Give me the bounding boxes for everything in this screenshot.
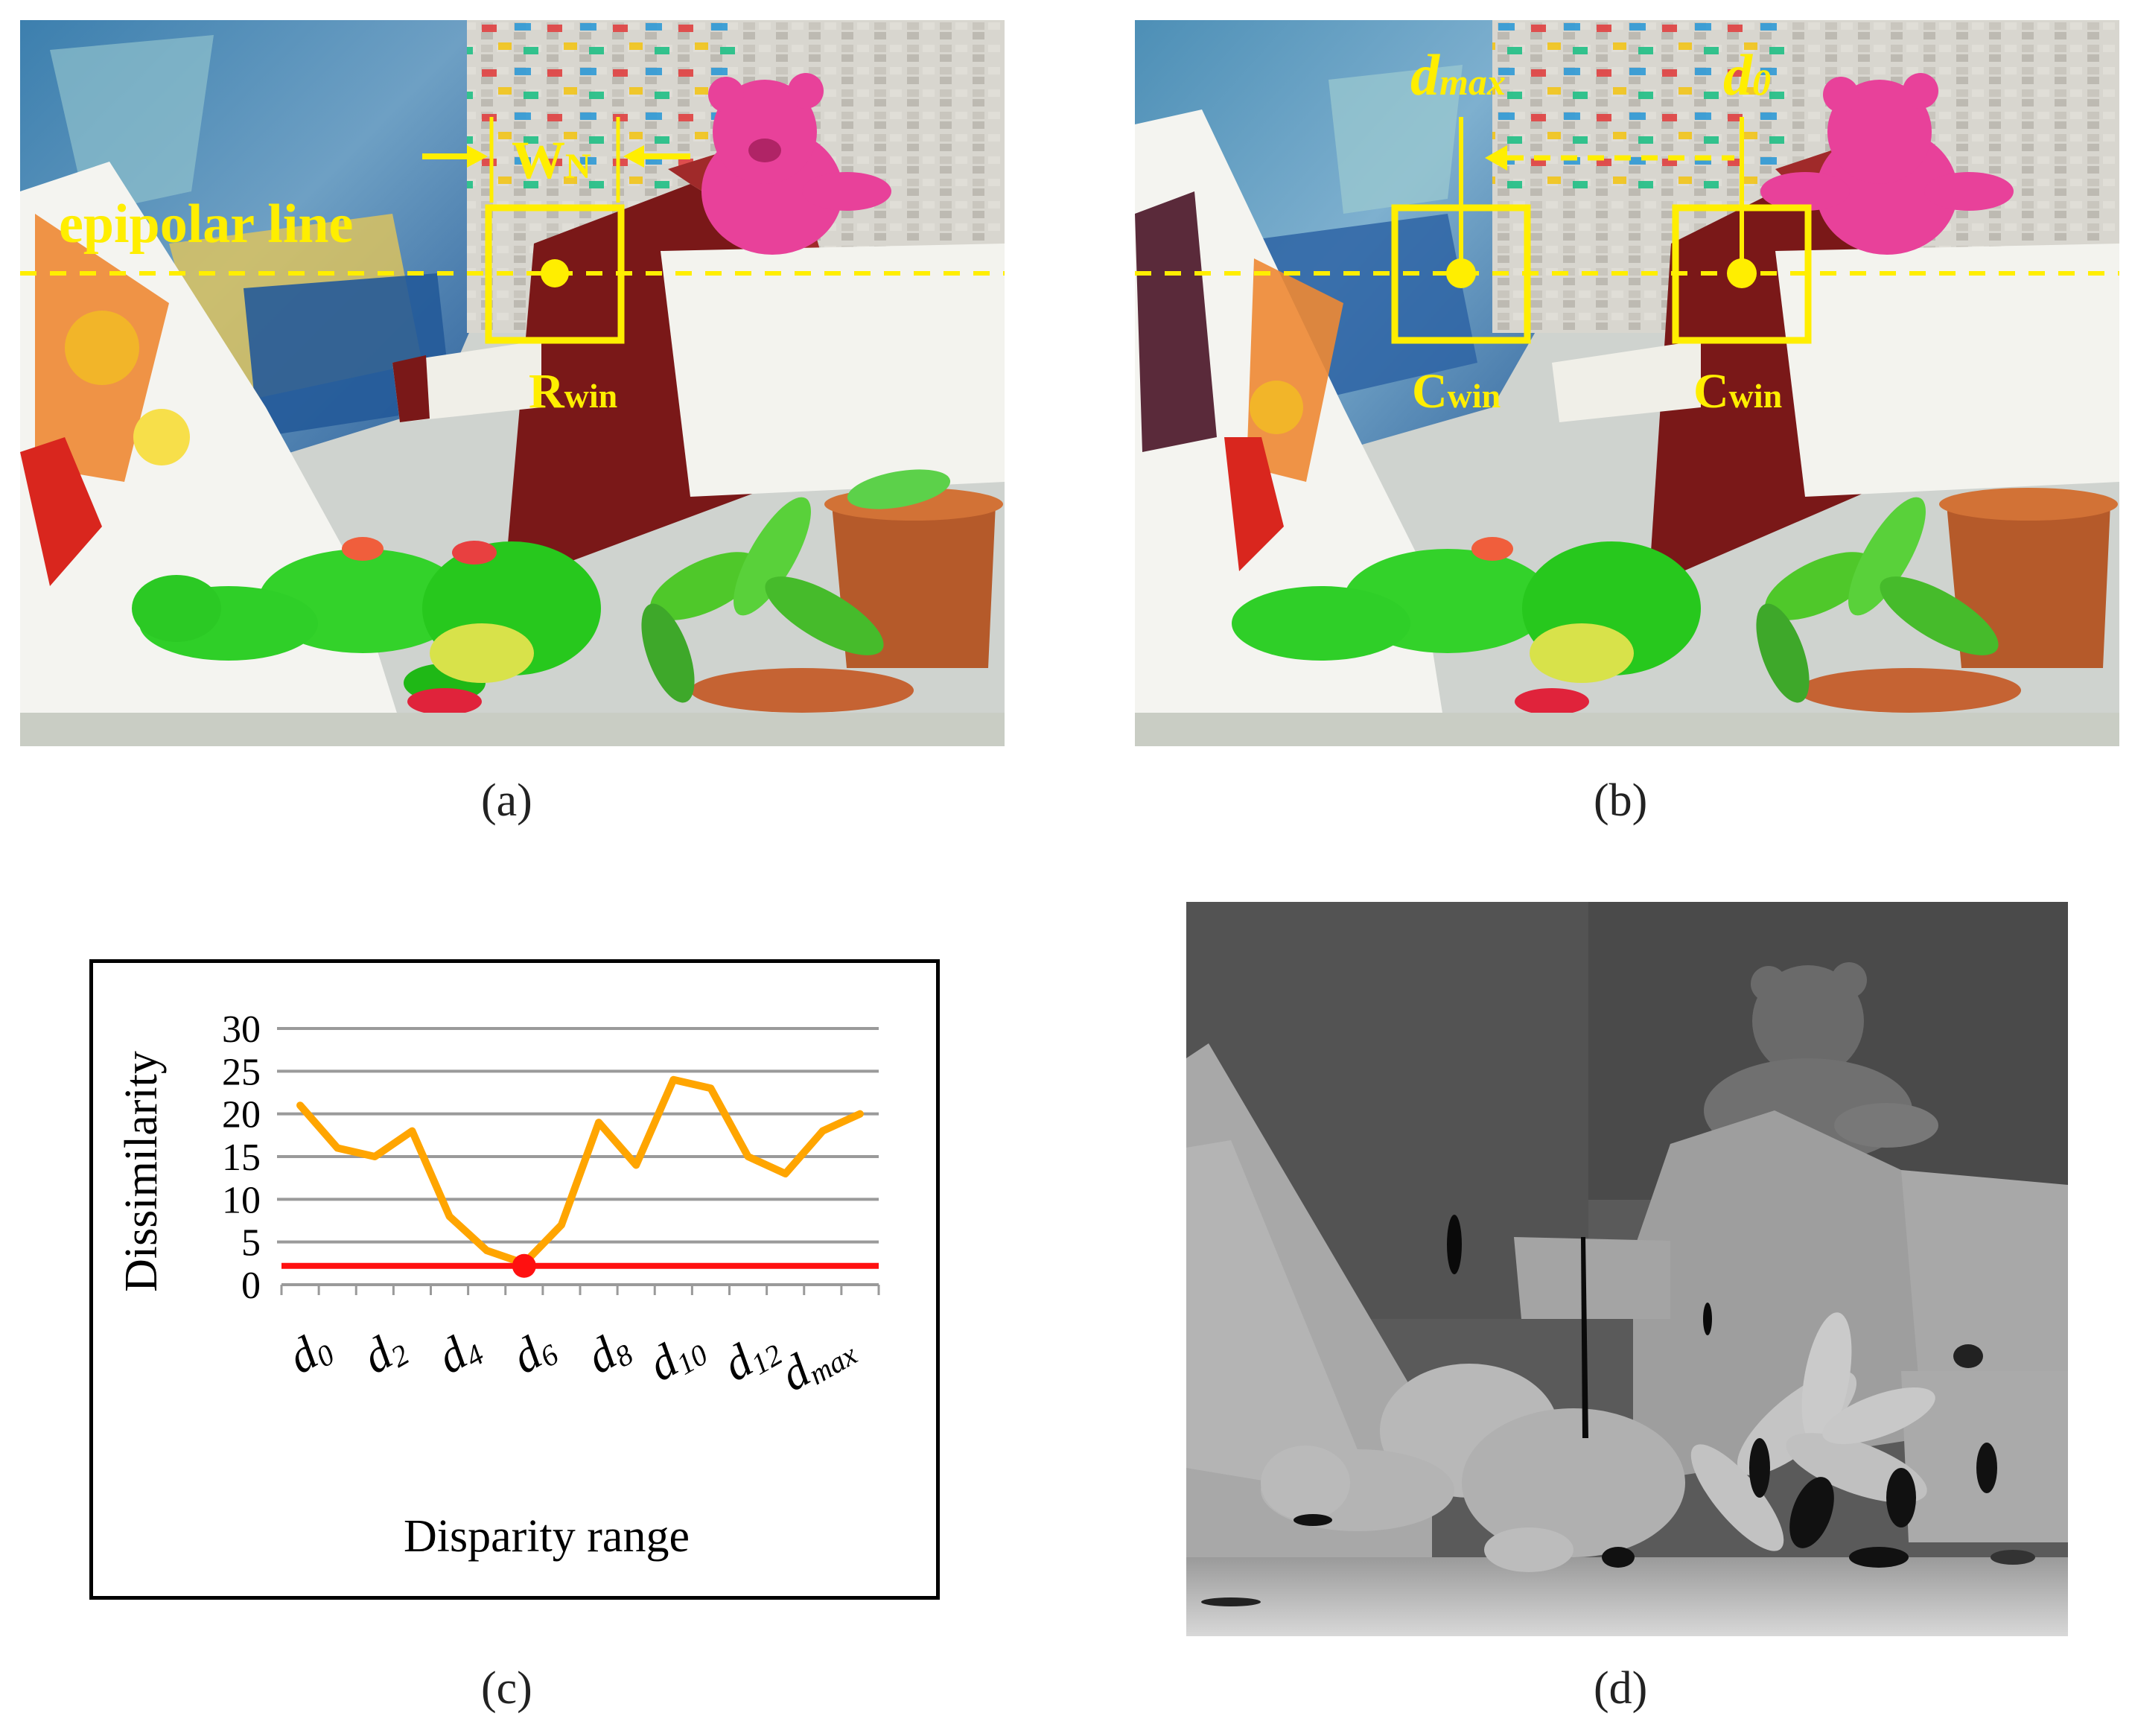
- data-point: [410, 1129, 414, 1133]
- dissimilarity-curve: [296, 1075, 864, 1268]
- chart-series: [296, 1075, 864, 1278]
- data-point: [597, 1121, 601, 1125]
- x-tick-label: d4: [428, 1319, 489, 1386]
- caption-d: (d): [1594, 1663, 1648, 1714]
- y-tick-label: 25: [222, 1051, 261, 1093]
- panel-b-right-image: dmax d0 Cwin Cwin: [1135, 20, 2119, 746]
- data-point: [299, 1104, 302, 1107]
- x-tick-label: dmax: [771, 1319, 863, 1404]
- x-tick-label: d6: [503, 1319, 564, 1386]
- x-tick-label: d8: [578, 1319, 639, 1386]
- y-tick-label: 10: [222, 1179, 261, 1221]
- caption-b: (b): [1594, 775, 1648, 826]
- reference-pixel-dot: [541, 259, 569, 287]
- data-point: [821, 1129, 824, 1133]
- window-width-label: WN: [512, 130, 591, 190]
- data-point: [709, 1087, 713, 1090]
- y-tick-label: 0: [241, 1265, 261, 1307]
- reference-window-label: Rwin: [529, 364, 617, 419]
- data-point: [485, 1249, 489, 1253]
- disparity-map-image: [1186, 902, 2068, 1636]
- chart-grid: [277, 1027, 879, 1244]
- data-point: [373, 1155, 377, 1158]
- data-point: [448, 1215, 451, 1218]
- candidate-window-label-2: Cwin: [1693, 364, 1782, 419]
- caption-a: (a): [481, 775, 532, 826]
- data-point: [559, 1223, 563, 1227]
- minimum-point-marker: [512, 1253, 536, 1278]
- data-point: [336, 1146, 340, 1150]
- candidate-window-label-1: Cwin: [1412, 364, 1501, 419]
- caption-c: (c): [481, 1663, 532, 1714]
- dmax-label: dmax: [1410, 42, 1506, 107]
- panel-a-left-image: WN epipolar line Rwin: [20, 20, 1005, 746]
- y-axis-title: Dissimilarity: [116, 1051, 167, 1292]
- x-tick-label: d2: [354, 1319, 415, 1386]
- y-tick-label: 30: [222, 1008, 261, 1051]
- y-tick-label: 20: [222, 1094, 261, 1136]
- data-point: [634, 1163, 638, 1167]
- dissimilarity-chart-frame: 0 5 10 15 20 25 30 d0 d2 d4 d6 d8 d10 d12 dmax Dissim…: [89, 959, 940, 1600]
- scene-right-image: dmax d0 Cwin Cwin: [1135, 20, 2119, 746]
- epipolar-line-label: epipolar line: [59, 194, 353, 255]
- x-tick-label: d0: [279, 1319, 340, 1386]
- panel-d-disparity-map: [1186, 902, 2068, 1636]
- x-axis-title: Disparity range: [404, 1511, 690, 1562]
- chart-x-axis: [280, 1283, 880, 1295]
- scene-left-image: WN epipolar line Rwin: [20, 20, 1005, 746]
- d0-label: d0: [1723, 42, 1771, 107]
- y-tick-label: 15: [222, 1136, 261, 1179]
- y-tick-label: 5: [241, 1222, 261, 1265]
- data-point: [783, 1171, 787, 1175]
- reference-window: [485, 204, 625, 344]
- data-point: [746, 1155, 750, 1158]
- data-point: [672, 1078, 675, 1081]
- x-tick-label: d10: [640, 1319, 713, 1393]
- data-point: [858, 1112, 862, 1116]
